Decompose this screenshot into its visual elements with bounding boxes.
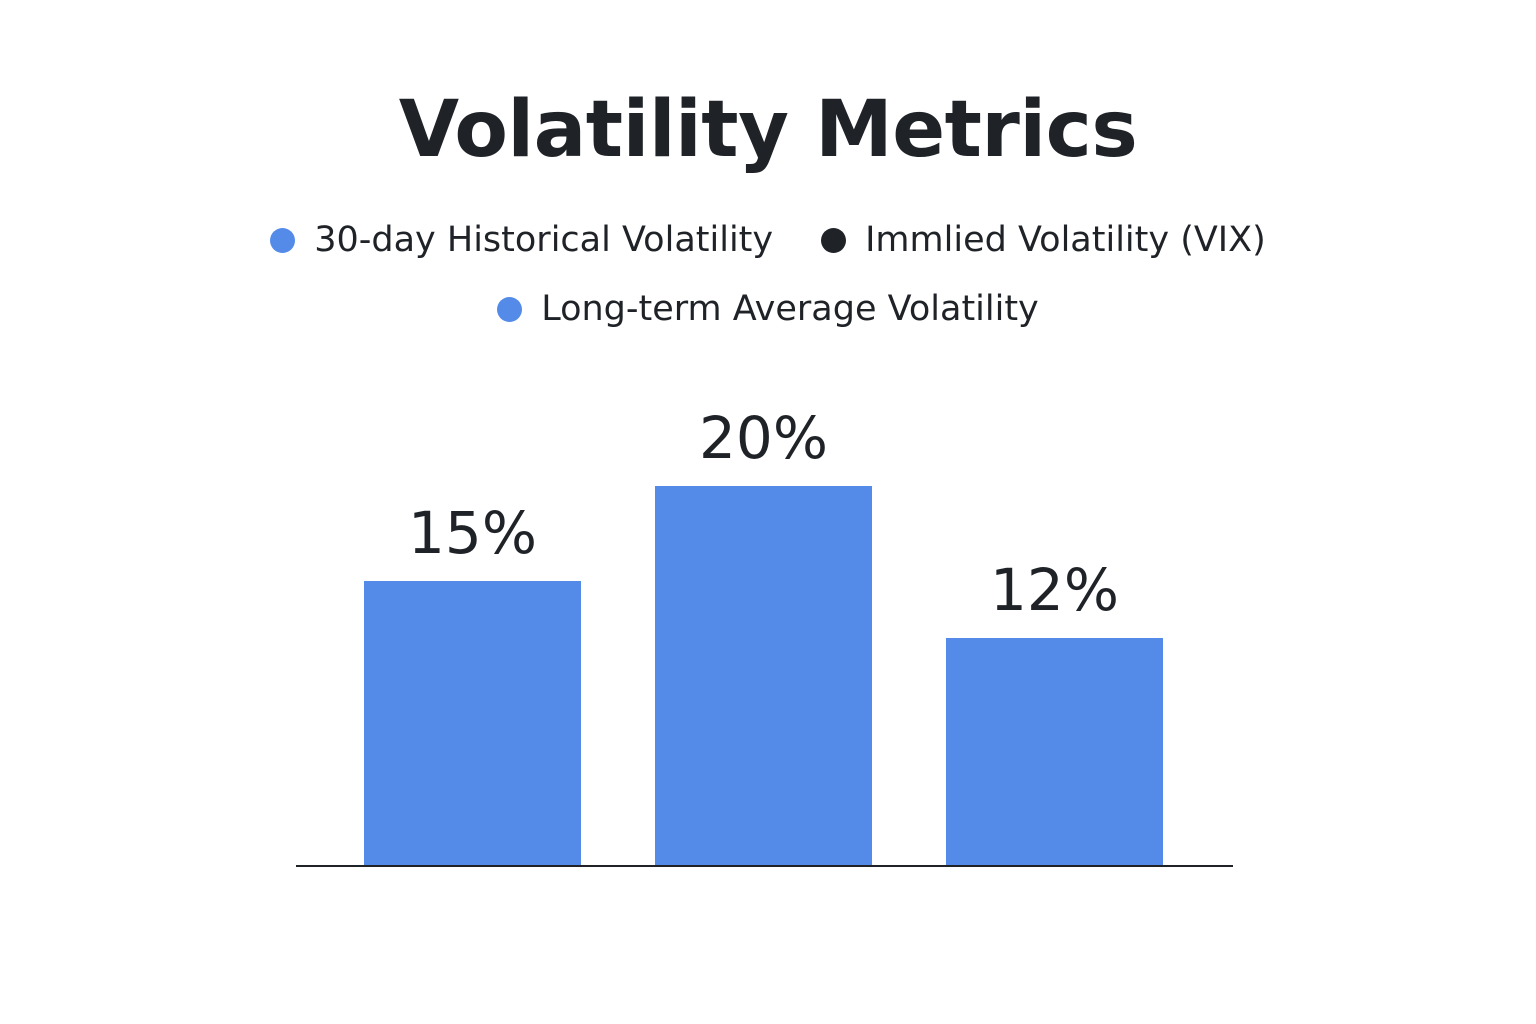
legend-dot-historical — [270, 227, 296, 253]
value-labels-layer: 15% 20% 12% — [408, 404, 1119, 624]
bar-long-term — [946, 638, 1163, 866]
legend-item-long-term: Long-term Average Volatility — [497, 287, 1039, 331]
value-label-historical: 15% — [408, 499, 537, 567]
bar-historical — [364, 581, 581, 866]
legend-label-implied: Immlied Volatility (VIX) — [865, 220, 1266, 260]
chart-title: Volatility Metrics — [398, 85, 1138, 175]
legend-item-historical: 30-day Historical Volatility — [270, 218, 773, 262]
legend-label-historical: 30-day Historical Volatility — [314, 220, 774, 260]
value-label-implied: 20% — [699, 404, 828, 472]
value-label-long-term: 12% — [990, 556, 1119, 624]
legend-item-implied: Immlied Volatility (VIX) — [821, 218, 1266, 262]
legend-row-1: 30-day Historical Volatility Immlied Vol… — [0, 214, 1536, 266]
bars-layer — [364, 486, 1163, 866]
legend-row-2: Long-term Average Volatility — [0, 283, 1536, 335]
legend-dot-long-term — [497, 296, 523, 322]
legend-label-long-term: Long-term Average Volatility — [541, 289, 1039, 329]
bar-implied — [655, 486, 872, 866]
legend-dot-implied — [821, 227, 847, 253]
